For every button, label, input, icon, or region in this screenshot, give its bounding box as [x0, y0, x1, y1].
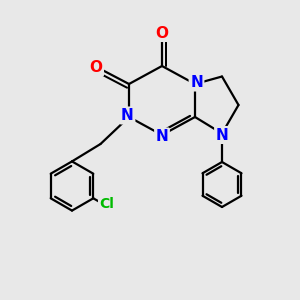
Text: O: O	[89, 60, 103, 75]
Text: N: N	[156, 129, 168, 144]
Text: O: O	[155, 26, 169, 40]
Text: N: N	[216, 128, 228, 142]
Text: N: N	[190, 75, 203, 90]
Text: Cl: Cl	[99, 197, 114, 211]
Text: N: N	[121, 108, 134, 123]
